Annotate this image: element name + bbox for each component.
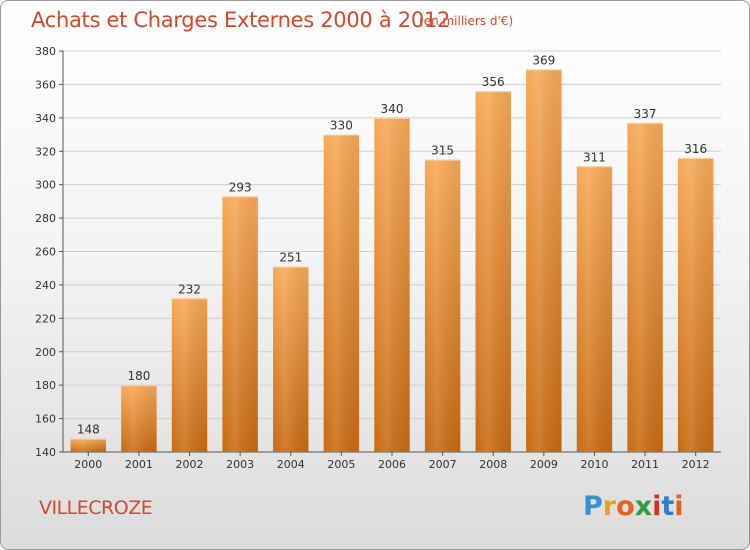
data-labels: 148 180 232 293 251 330 340 315 356 369 311 337 316 — [77, 53, 707, 436]
y-tick-label: 360 — [35, 78, 56, 91]
y-tick-label: 220 — [35, 312, 56, 325]
proxiti-logo: Proxiti — [583, 491, 684, 522]
x-tick-label: 2000 — [74, 458, 102, 471]
data-label: 315 — [431, 144, 454, 158]
x-tick-label: 2001 — [125, 458, 153, 471]
logo-letter: x — [634, 491, 653, 522]
bar-shine — [627, 122, 663, 453]
data-label: 311 — [583, 150, 606, 164]
bar-shine — [424, 159, 461, 452]
data-label: 232 — [178, 282, 201, 296]
y-tick-label: 240 — [35, 279, 56, 292]
y-tick-label: 300 — [35, 179, 56, 192]
logo-letter: r — [602, 491, 617, 522]
data-label: 356 — [482, 75, 505, 89]
bar-shine — [475, 91, 511, 452]
x-tick-label: 2008 — [479, 458, 507, 471]
bar-shine — [576, 166, 613, 452]
data-label: 330 — [330, 119, 353, 133]
x-tick-label: 2004 — [277, 458, 305, 471]
bars — [70, 69, 714, 453]
x-tick-label: 2012 — [682, 458, 710, 471]
bar-shine — [121, 385, 157, 452]
y-tick-label: 380 — [35, 45, 56, 58]
data-label: 251 — [279, 251, 302, 265]
bar-shine — [677, 157, 714, 452]
chart-title: Achats et Charges Externes 2000 à 2012 — [31, 8, 451, 32]
bar-shine — [323, 134, 360, 452]
y-tick-label: 260 — [35, 246, 56, 259]
bar-shine — [222, 196, 258, 452]
x-tick-label: 2009 — [530, 458, 558, 471]
data-label: 369 — [532, 53, 555, 67]
x-tick-label: 2011 — [631, 458, 659, 471]
data-label: 293 — [229, 180, 252, 194]
bar-shine — [70, 438, 107, 452]
commune-name: VILLECROZE — [39, 497, 153, 519]
x-tick-label: 2010 — [580, 458, 608, 471]
axes: 140 160 180 200 220 240 260 280 300 320 340 360 380 2… — [35, 45, 721, 471]
logo-letter: t — [661, 491, 675, 522]
data-label: 180 — [127, 369, 150, 383]
y-tick-label: 160 — [35, 413, 56, 426]
data-label: 316 — [684, 142, 707, 156]
data-label: 337 — [634, 107, 657, 121]
bar-shine — [171, 298, 208, 452]
bar-shine — [374, 117, 410, 452]
bar-shine — [273, 266, 309, 452]
chart-subtitle: (en milliers d'€) — [419, 14, 514, 28]
y-tick-label: 200 — [35, 346, 56, 359]
x-tick-label: 2002 — [176, 458, 204, 471]
y-tick-label: 180 — [35, 379, 56, 392]
y-tick-label: 320 — [35, 145, 56, 158]
x-tick-label: 2006 — [378, 458, 406, 471]
logo-letter: P — [583, 491, 603, 522]
y-tick-label: 280 — [35, 212, 56, 225]
bar-shine — [526, 69, 562, 453]
logo-letter: o — [616, 491, 635, 522]
y-tick-label: 140 — [35, 446, 56, 459]
x-tick-label: 2007 — [429, 458, 457, 471]
y-tick-label: 340 — [35, 112, 56, 125]
x-tick-label: 2003 — [226, 458, 254, 471]
logo-letter: i — [674, 491, 684, 522]
logo-letter: i — [652, 491, 662, 522]
data-label: 340 — [381, 102, 404, 116]
x-tick-label: 2005 — [327, 458, 355, 471]
data-label: 148 — [77, 423, 100, 437]
